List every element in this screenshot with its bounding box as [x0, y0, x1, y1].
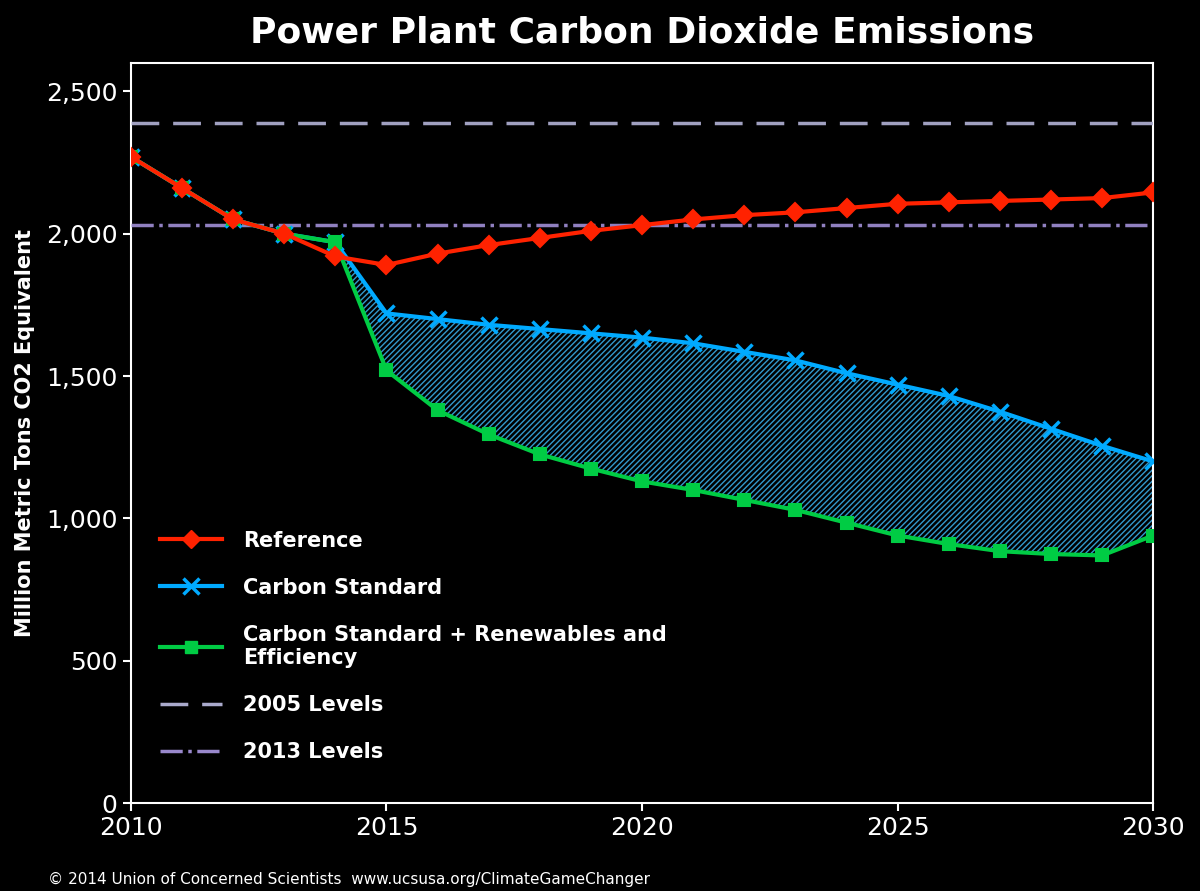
Text: © 2014 Union of Concerned Scientists  www.ucsusa.org/ClimateGameChanger: © 2014 Union of Concerned Scientists www…: [48, 871, 650, 887]
Title: Power Plant Carbon Dioxide Emissions: Power Plant Carbon Dioxide Emissions: [250, 15, 1034, 49]
Legend: Reference, Carbon Standard, Carbon Standard + Renewables and
Efficiency, 2005 Le: Reference, Carbon Standard, Carbon Stand…: [151, 522, 676, 771]
Y-axis label: Million Metric Tons CO2 Equivalent: Million Metric Tons CO2 Equivalent: [14, 229, 35, 637]
